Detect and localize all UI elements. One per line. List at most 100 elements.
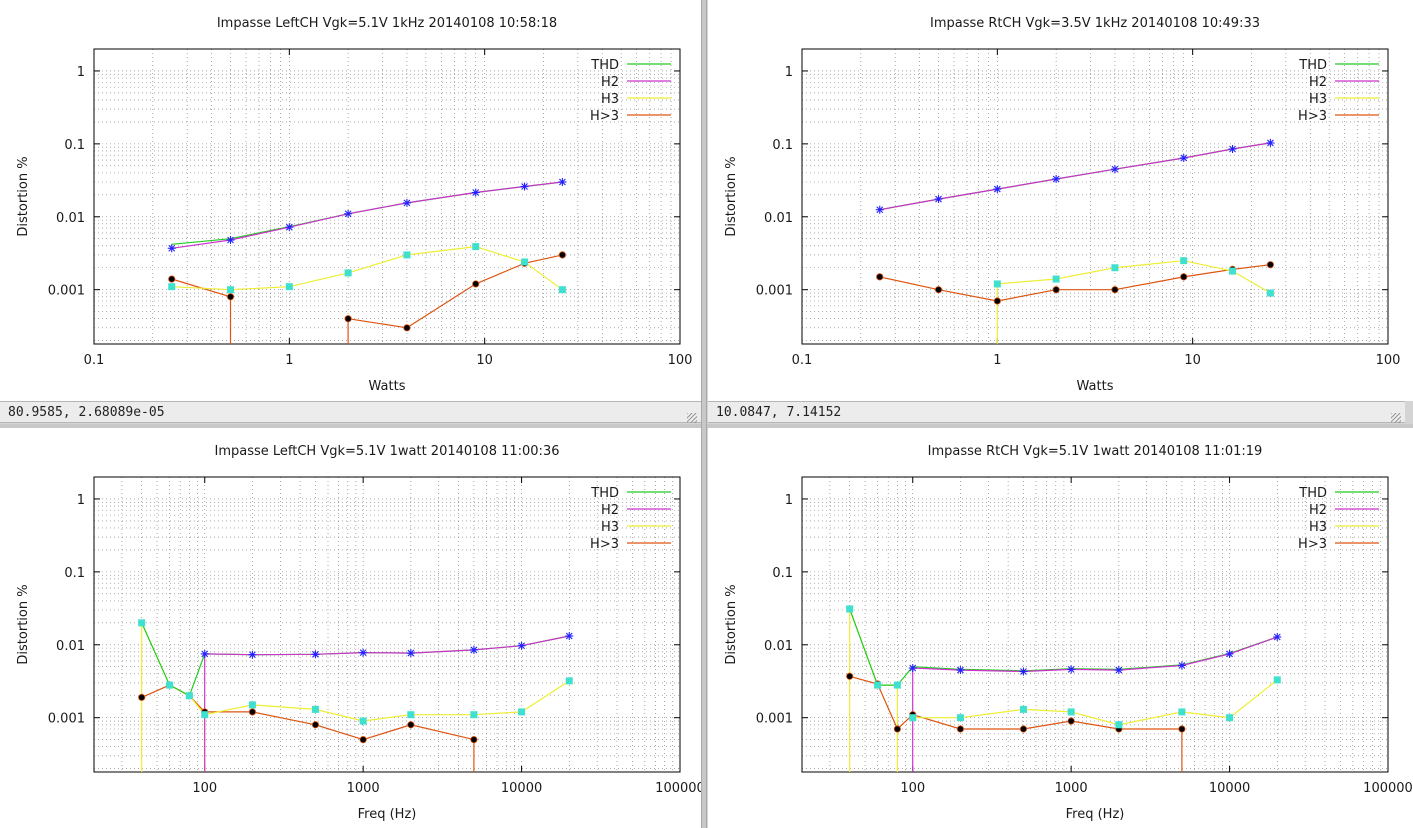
y-tick-label: 0.1: [772, 138, 793, 153]
data-point-h2: [1228, 145, 1237, 154]
data-point-hgt3: [226, 293, 235, 301]
data-point-h2: [1067, 665, 1076, 674]
chart-title: Impasse RtCH Vgk=3.5V 1kHz 20140108 10:4…: [930, 16, 1260, 31]
data-point-hgt3: [934, 286, 943, 294]
y-tick-label: 0.001: [48, 284, 85, 299]
data-point-hgt3: [893, 725, 901, 733]
data-point-h2: [469, 645, 478, 654]
data-point-hgt3: [138, 693, 146, 701]
data-point-h3: [1111, 264, 1119, 272]
data-point-h2: [1273, 632, 1282, 641]
data-point-h2: [1177, 661, 1186, 670]
series-line-thd: [141, 622, 570, 697]
data-point-h3: [344, 269, 352, 277]
series-line-thd: [849, 608, 1278, 686]
chart-title: Impasse RtCH Vgk=5.1V 1watt 20140108 11:…: [928, 444, 1263, 459]
data-point-hgt3: [403, 324, 411, 332]
data-point-h2: [311, 650, 320, 659]
data-point-h2: [934, 195, 943, 204]
y-tick-label: 0.01: [764, 211, 793, 226]
y-tick-label: 1: [77, 65, 85, 80]
data-point-h3: [893, 681, 901, 689]
resize-grip-icon[interactable]: [687, 413, 697, 423]
data-point-hgt3: [168, 275, 176, 283]
plot-window-left-power: Impasse LeftCH Vgk=5.1V 1kHz 20140108 10…: [0, 0, 701, 401]
data-point-h3: [956, 714, 964, 722]
data-point-h2: [285, 223, 294, 232]
data-point-h2: [1114, 666, 1123, 675]
data-point-h3: [201, 711, 209, 719]
legend: THD H2 H3 H>3: [1298, 58, 1379, 124]
data-point-h2: [471, 188, 480, 197]
data-point-h3: [1067, 708, 1075, 716]
series-line-h2: [204, 635, 570, 772]
data-point-h3: [168, 283, 176, 291]
data-point-hgt3: [1019, 725, 1028, 733]
y-tick-label: 0.01: [764, 639, 793, 654]
x-tick-label: 10000: [1209, 781, 1250, 796]
data-point-h2: [200, 649, 209, 658]
legend-label: H2: [601, 75, 619, 90]
data-point-hgt3: [311, 721, 320, 729]
window-divider[interactable]: [701, 0, 707, 828]
x-tick-label: 0.1: [792, 353, 813, 368]
y-tick-label: 0.001: [756, 284, 793, 299]
data-point-h2: [359, 648, 368, 657]
y-tick-label: 0.1: [64, 566, 85, 581]
x-tick-label: 10: [1184, 353, 1201, 368]
data-point-h3: [909, 714, 917, 722]
data-point-h2: [908, 664, 917, 673]
data-point-h2: [1266, 138, 1275, 147]
y-tick-label: 0.001: [756, 712, 793, 727]
legend-label: H3: [601, 520, 619, 535]
legend-label: H>3: [1298, 537, 1327, 552]
data-point-h3: [227, 286, 235, 294]
data-point-h3: [1273, 676, 1281, 684]
grid: [93, 476, 680, 772]
legend-label: H2: [601, 503, 619, 518]
data-point-h3: [1229, 267, 1237, 275]
chart-title: Impasse LeftCH Vgk=5.1V 1watt 20140108 1…: [215, 444, 560, 459]
plot-border: [93, 476, 681, 773]
legend-label: H>3: [1298, 109, 1327, 124]
data-point-hgt3: [1111, 286, 1119, 294]
data-point-h2: [1019, 667, 1028, 676]
y-tick-label: 0.01: [56, 211, 85, 226]
legend-label: THD: [1298, 486, 1327, 501]
series-line-hgt3: [879, 264, 1271, 302]
data-point-hgt3: [1180, 273, 1188, 281]
legend-label: H>3: [590, 537, 619, 552]
data-point-hgt3: [344, 315, 352, 323]
legend-label: THD: [590, 486, 619, 501]
data-point-hgt3: [248, 708, 257, 716]
grid: [801, 476, 1388, 772]
data-point-h2: [517, 641, 526, 650]
x-tick-label: 100: [192, 781, 217, 796]
data-point-hgt3: [1052, 286, 1060, 294]
data-point-h2: [402, 198, 411, 207]
data-point-h3: [565, 677, 573, 685]
x-tick-label: 100: [668, 353, 693, 368]
data-point-h2: [167, 244, 176, 253]
series-line-h3: [849, 608, 1278, 772]
data-point-h3: [285, 283, 293, 291]
y-axis-label: Distortion %: [724, 156, 739, 236]
y-axis-label: Distortion %: [16, 584, 31, 664]
data-point-h3: [558, 286, 566, 294]
x-tick-label: 1: [285, 353, 293, 368]
resize-grip-icon[interactable]: [1391, 413, 1401, 423]
legend: THD H2 H3 H>3: [590, 486, 671, 552]
data-point-h3: [518, 708, 526, 716]
data-point-h3: [521, 258, 529, 266]
data-point-h2: [565, 631, 574, 640]
data-point-h3: [311, 705, 319, 713]
data-point-h3: [1052, 275, 1060, 283]
data-point-h2: [956, 666, 965, 675]
distortion-vs-frequency-right-chart: Impasse RtCH Vgk=5.1V 1watt 20140108 11:…: [724, 444, 1413, 822]
x-tick-label: 1000: [347, 781, 380, 796]
distortion-vs-frequency-left-chart: Impasse LeftCH Vgk=5.1V 1watt 20140108 1…: [16, 444, 701, 822]
data-point-h2: [1179, 153, 1188, 162]
chart-title: Impasse LeftCH Vgk=5.1V 1kHz 20140108 10…: [217, 16, 557, 31]
data-point-hgt3: [993, 297, 1001, 305]
y-tick-label: 1: [785, 493, 793, 508]
